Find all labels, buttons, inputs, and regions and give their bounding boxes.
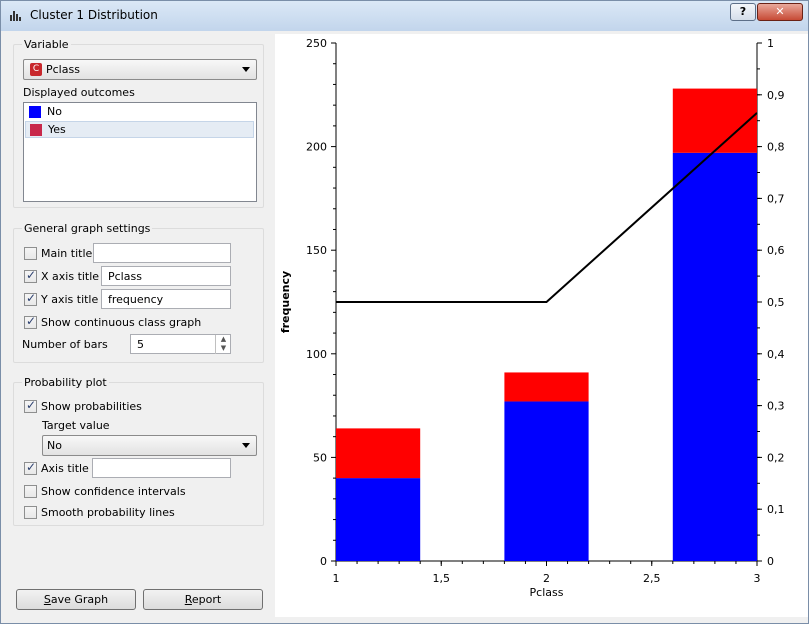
y2-tick-label: 0,2 bbox=[767, 451, 785, 464]
y-axis-title: frequency bbox=[279, 271, 292, 333]
x-axis-title-input[interactable]: Pclass bbox=[101, 266, 231, 286]
axis-title-label: Axis title bbox=[41, 462, 89, 475]
displayed-outcomes-label: Displayed outcomes bbox=[23, 86, 135, 99]
y2-tick-label: 0,6 bbox=[767, 244, 785, 257]
save-graph-button[interactable]: Save Graph bbox=[16, 589, 136, 610]
y2-tick-label: 0 bbox=[767, 555, 774, 568]
number-of-bars-spinbox[interactable]: 5 ▲ ▼ bbox=[130, 334, 231, 354]
report-button[interactable]: Report bbox=[143, 589, 263, 610]
y-axis-title-checkbox[interactable] bbox=[24, 291, 37, 306]
variable-select[interactable]: C Pclass bbox=[23, 59, 257, 80]
title-bar[interactable]: Cluster 1 Distribution ? ✕ bbox=[1, 1, 808, 31]
y-tick-label: 50 bbox=[313, 451, 327, 464]
x-tick-label: 3 bbox=[754, 572, 761, 585]
x-axis-title: Pclass bbox=[530, 586, 564, 599]
number-of-bars-label: Number of bars bbox=[22, 338, 108, 351]
bar-yes bbox=[336, 428, 421, 479]
axis-title-input[interactable] bbox=[92, 458, 231, 478]
y-axis-title-input[interactable]: frequency bbox=[101, 289, 231, 309]
y2-tick-label: 0,1 bbox=[767, 503, 785, 516]
categorical-type-icon: C bbox=[30, 63, 42, 76]
probability-line bbox=[336, 112, 758, 303]
target-value-label: Target value bbox=[42, 419, 110, 432]
color-swatch-yes bbox=[30, 124, 42, 136]
y-tick-label: 250 bbox=[306, 37, 327, 50]
smooth-lines-label: Smooth probability lines bbox=[41, 506, 175, 519]
main-title-checkbox[interactable] bbox=[24, 247, 37, 260]
show-probabilities-label: Show probabilities bbox=[41, 400, 142, 413]
bar-no bbox=[504, 401, 589, 561]
content-area: Variable C Pclass Displayed outcomes No … bbox=[5, 31, 808, 621]
variable-select-value: Pclass bbox=[46, 63, 80, 76]
help-button[interactable]: ? bbox=[730, 3, 756, 21]
general-settings-group: General graph settings Main title X axis… bbox=[13, 222, 264, 363]
bar-yes bbox=[504, 372, 589, 402]
y2-tick-label: 0,9 bbox=[767, 89, 785, 102]
x-tick-label: 1,5 bbox=[433, 572, 451, 585]
close-button[interactable]: ✕ bbox=[757, 3, 803, 21]
chevron-down-icon bbox=[242, 67, 250, 72]
variable-group-title: Variable bbox=[22, 38, 71, 51]
x-axis-title-checkbox[interactable] bbox=[24, 268, 37, 283]
y-tick-label: 100 bbox=[306, 348, 327, 361]
probability-plot-title: Probability plot bbox=[22, 376, 109, 389]
list-item-yes[interactable]: Yes bbox=[25, 121, 254, 138]
chevron-down-icon bbox=[242, 443, 250, 448]
continuous-graph-label: Show continuous class graph bbox=[41, 316, 202, 329]
main-title-input[interactable] bbox=[93, 243, 231, 263]
variable-group: Variable C Pclass Displayed outcomes No … bbox=[13, 38, 264, 208]
continuous-graph-checkbox[interactable] bbox=[24, 314, 37, 329]
confidence-intervals-checkbox[interactable] bbox=[24, 485, 37, 498]
y-axis-title-label: Y axis title bbox=[41, 293, 99, 306]
y-tick-label: 0 bbox=[320, 555, 327, 568]
target-value-select[interactable]: No bbox=[42, 435, 257, 456]
target-value-select-value: No bbox=[47, 439, 62, 452]
main-title-label: Main title bbox=[41, 247, 93, 260]
distribution-chart-svg: 0 50 100 150 200 250 0 0,1 0,2 0,3 0,4 0,5 0,6 0,7 0,8… bbox=[279, 37, 785, 599]
x-tick-label: 2 bbox=[543, 572, 550, 585]
list-item-no[interactable]: No bbox=[25, 104, 254, 121]
chart-icon bbox=[10, 11, 21, 21]
color-swatch-no bbox=[29, 106, 41, 118]
axis-title-checkbox[interactable] bbox=[24, 460, 37, 475]
y-tick-label: 150 bbox=[306, 244, 327, 257]
distribution-graph[interactable]: 0 50 100 150 200 250 0 0,1 0,2 0,3 0,4 0,5 0,6 0,7 0,8… bbox=[275, 34, 808, 617]
probability-plot-group: Probability plot Show probabilities Targ… bbox=[13, 376, 264, 526]
x-tick-label: 2,5 bbox=[643, 572, 661, 585]
show-probabilities-checkbox[interactable] bbox=[24, 398, 37, 413]
bar-no bbox=[336, 478, 421, 561]
y2-tick-label: 0,5 bbox=[767, 296, 785, 309]
bar-yes bbox=[672, 88, 757, 153]
x-axis-title-label: X axis title bbox=[41, 270, 100, 283]
x-tick-label: 1 bbox=[333, 572, 340, 585]
y-tick-label: 200 bbox=[306, 141, 327, 154]
spin-down-icon[interactable]: ▼ bbox=[215, 344, 231, 354]
outcome-label: No bbox=[47, 105, 62, 118]
y2-tick-label: 1 bbox=[767, 37, 774, 50]
y2-tick-label: 0,8 bbox=[767, 141, 785, 154]
bar-no bbox=[672, 152, 757, 561]
y2-tick-label: 0,3 bbox=[767, 400, 785, 413]
confidence-intervals-label: Show confidence intervals bbox=[41, 485, 186, 498]
window-title: Cluster 1 Distribution bbox=[30, 8, 158, 22]
outcome-label: Yes bbox=[48, 123, 66, 136]
general-settings-title: General graph settings bbox=[22, 222, 153, 235]
outcomes-list[interactable]: No Yes bbox=[23, 102, 257, 202]
smooth-lines-checkbox[interactable] bbox=[24, 506, 37, 519]
y2-tick-label: 0,4 bbox=[767, 348, 785, 361]
spin-up-icon[interactable]: ▲ bbox=[215, 335, 231, 345]
y2-tick-label: 0,7 bbox=[767, 192, 785, 205]
